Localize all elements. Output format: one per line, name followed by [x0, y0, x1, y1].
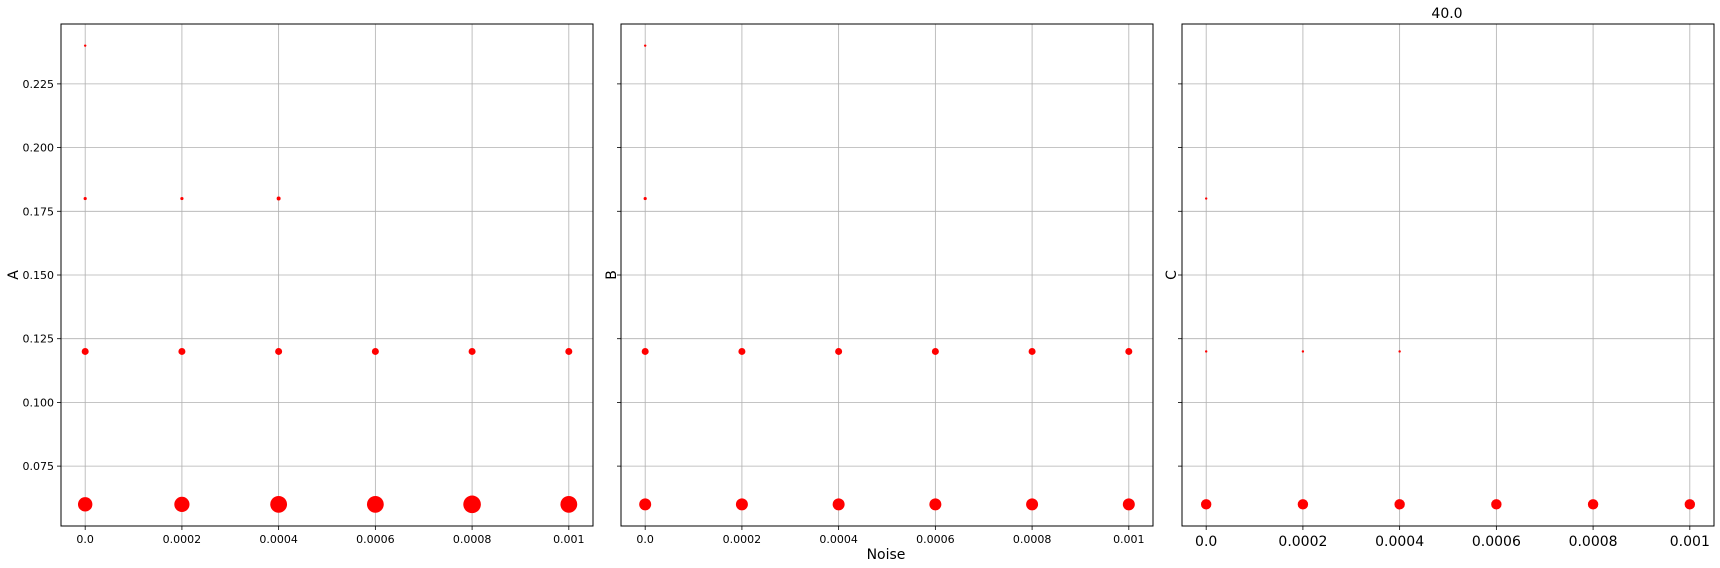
y-tick-label: 0.150 — [23, 269, 55, 282]
x-axis-label: Noise — [867, 547, 906, 563]
data-point — [83, 44, 87, 47]
data-point — [178, 347, 186, 355]
y-tick-label: 0.075 — [23, 460, 55, 473]
data-point — [735, 498, 748, 511]
data-point — [643, 44, 647, 47]
data-point — [931, 347, 939, 355]
x-tick-label: 0.0004 — [819, 533, 858, 546]
y-axis-label-c: C — [1164, 270, 1180, 280]
data-point — [1028, 347, 1036, 355]
data-point — [738, 347, 746, 355]
panels-group: 0.0 0.0002 0.0004 0.0006 0.0008 0.001 0.075 0.1… — [6, 23, 1715, 550]
data-point — [270, 495, 288, 513]
y-axis-label-b: B — [604, 270, 620, 280]
x-tick-label: 0.001 — [553, 533, 585, 546]
data-point — [77, 497, 93, 512]
x-tick-label: 0.0006 — [1472, 534, 1521, 550]
data-point — [1398, 350, 1401, 353]
data-point — [463, 495, 481, 514]
data-point — [371, 347, 379, 355]
x-tick-label: 0.0004 — [1375, 534, 1424, 550]
x-tick-label: 0.0008 — [453, 533, 492, 546]
data-point — [1684, 499, 1696, 510]
y-tick-label: 0.125 — [23, 333, 55, 346]
figure-suptitle: 40.0 — [1431, 6, 1462, 22]
axes-frame — [1181, 23, 1715, 527]
data-point — [180, 196, 184, 201]
data-point — [1301, 350, 1305, 353]
data-point — [81, 347, 89, 355]
data-point — [1122, 498, 1135, 511]
data-point — [1204, 350, 1208, 353]
x-tick-label: 0.0002 — [163, 533, 202, 546]
data-point — [641, 347, 649, 355]
y-axis-label-a: A — [6, 270, 22, 280]
x-tick-label: 0.001 — [1670, 534, 1710, 550]
data-point — [832, 498, 845, 511]
data-point — [929, 498, 942, 511]
data-point — [835, 347, 843, 355]
x-tick-label: 0.0 — [1195, 534, 1217, 550]
data-point — [639, 498, 652, 511]
x-tick-label: 0.001 — [1113, 533, 1145, 546]
data-point — [565, 347, 573, 355]
axes-frame — [620, 23, 1154, 527]
y-tick-label: 0.200 — [23, 142, 55, 155]
data-point — [1297, 499, 1309, 510]
axes-frame — [60, 23, 594, 527]
panel-b: 0.0 0.0002 0.0004 0.0006 0.0008 0.001 B — [604, 23, 1154, 546]
x-tick-label: 0.0004 — [259, 533, 298, 546]
data-point — [560, 495, 578, 513]
y-tick-label: 0.225 — [23, 78, 55, 91]
data-point — [1026, 498, 1039, 511]
y-tick-label: 0.175 — [23, 205, 55, 218]
data-point — [366, 495, 384, 513]
x-tick-label: 0.0002 — [1278, 534, 1327, 550]
x-tick-label: 0.0008 — [1569, 534, 1618, 550]
panel-c: 0.0 0.0002 0.0004 0.0006 0.0008 0.001 C — [1164, 23, 1715, 550]
panel-a: 0.0 0.0002 0.0004 0.0006 0.0008 0.001 0.075 0.1… — [6, 23, 594, 546]
data-point — [1394, 499, 1405, 510]
x-tick-label: 0.0002 — [723, 533, 762, 546]
data-point — [1125, 347, 1133, 355]
x-tick-label: 0.0 — [636, 533, 654, 546]
y-tick-label: 0.100 — [23, 396, 55, 409]
x-tick-label: 0.0008 — [1013, 533, 1052, 546]
data-point — [276, 196, 281, 201]
data-point — [1200, 499, 1212, 510]
data-point — [83, 196, 87, 201]
data-point — [643, 196, 647, 201]
data-point — [1587, 499, 1599, 510]
data-point — [275, 347, 283, 355]
data-point — [174, 496, 190, 512]
data-point — [1204, 197, 1208, 200]
x-tick-label: 0.0006 — [356, 533, 395, 546]
data-point — [468, 347, 476, 355]
x-tick-label: 0.0 — [76, 533, 94, 546]
data-point — [1491, 499, 1502, 510]
x-tick-label: 0.0006 — [916, 533, 955, 546]
